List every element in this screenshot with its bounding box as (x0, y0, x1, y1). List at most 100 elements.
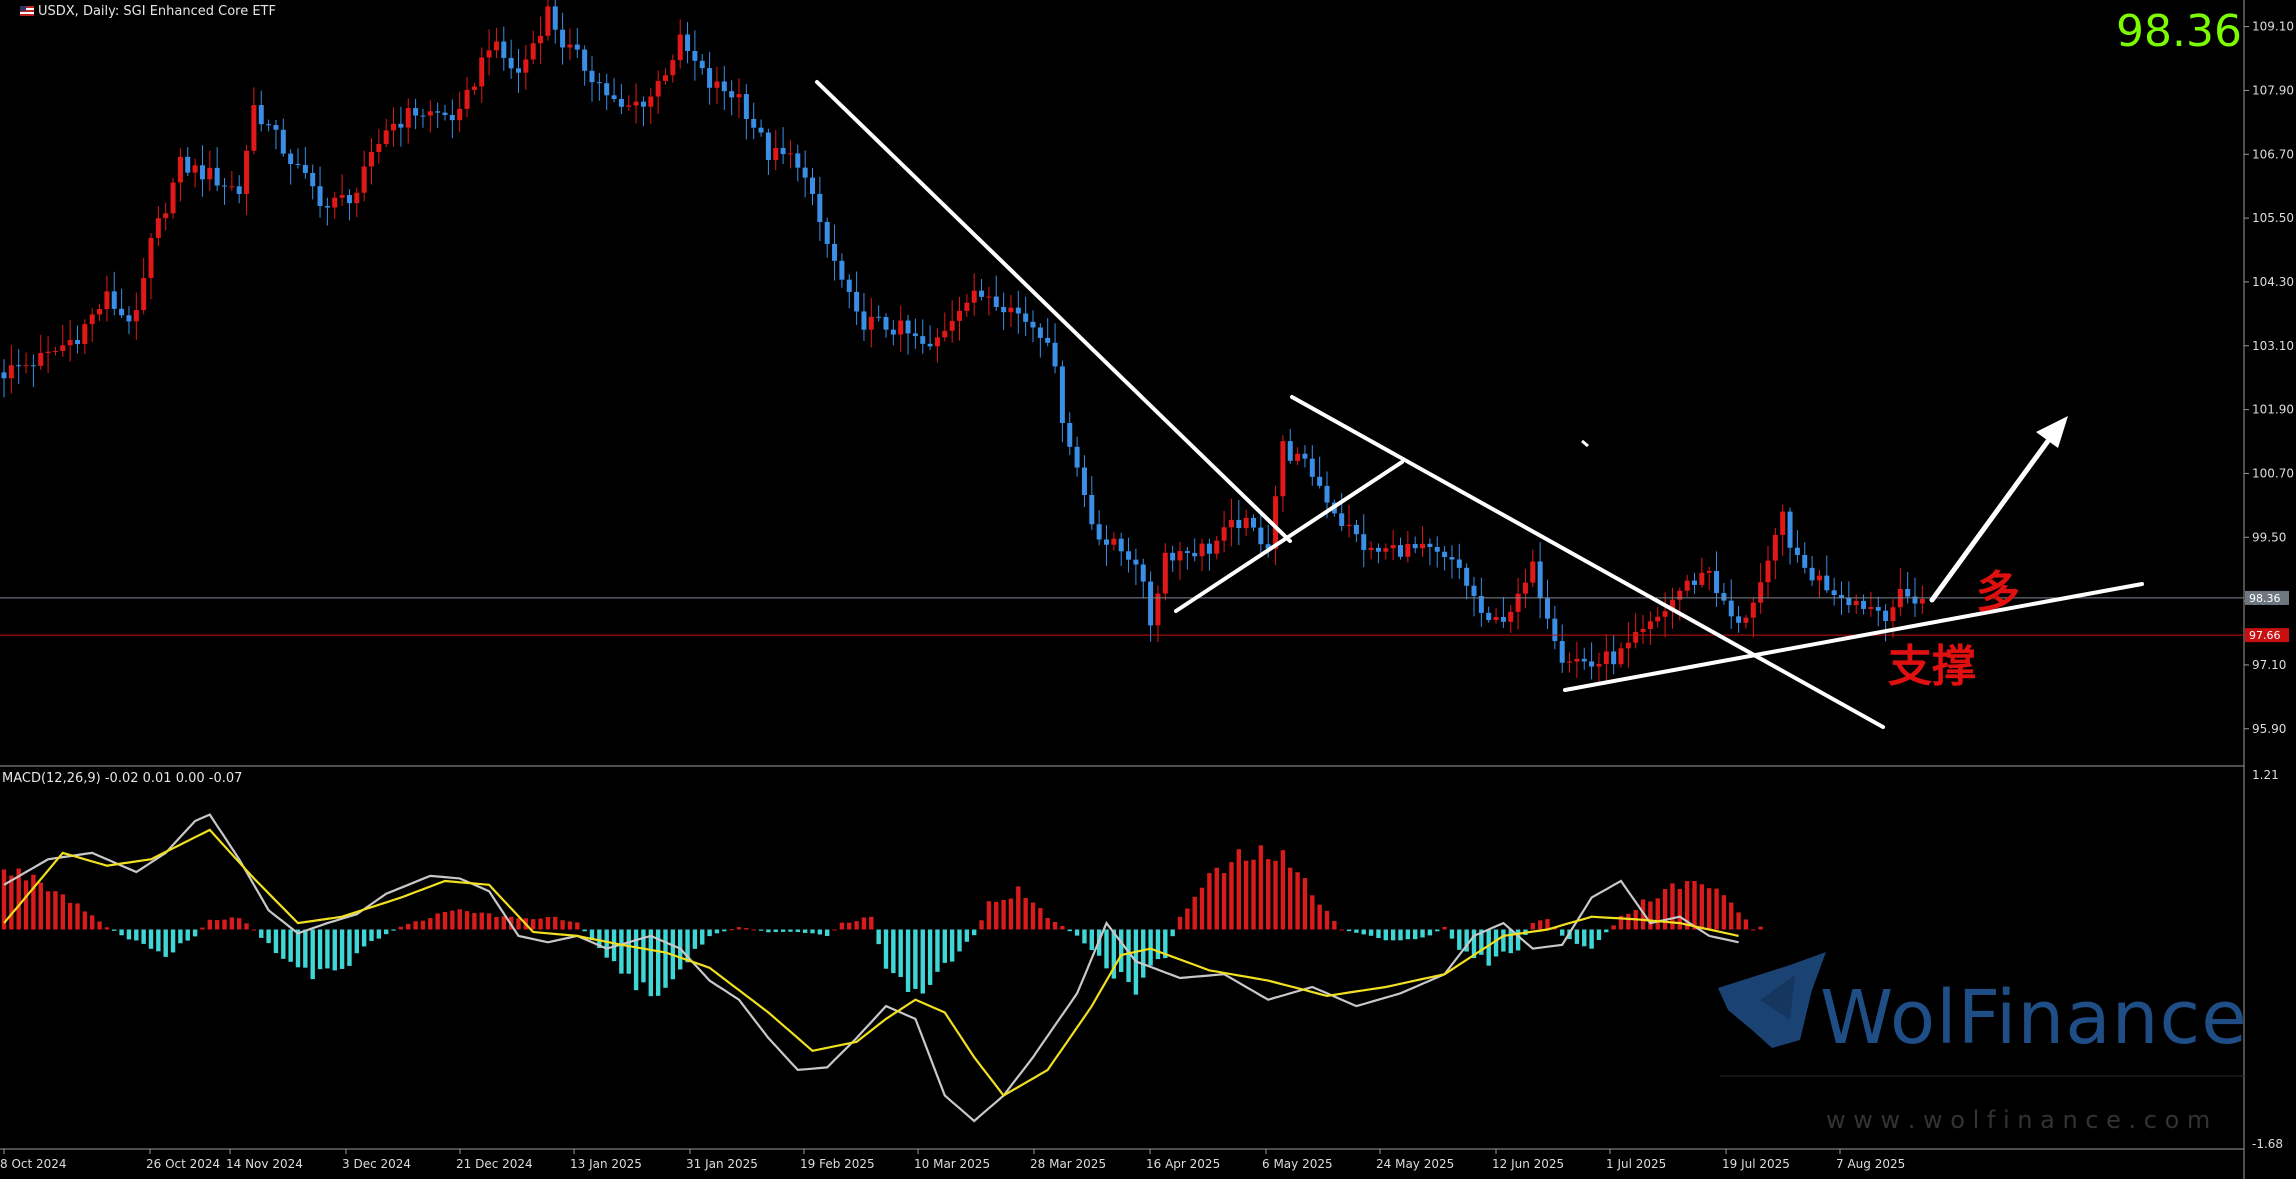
macd-histogram-bar (1060, 926, 1065, 930)
candle-body (420, 115, 426, 117)
candle-body (251, 105, 257, 151)
candle-body (1442, 551, 1448, 558)
macd-histogram-bar (1648, 901, 1653, 930)
macd-histogram-bar (339, 929, 345, 969)
candle-body (244, 150, 250, 194)
candle-body (1714, 570, 1720, 594)
candle-body (1059, 366, 1065, 424)
candle-body (1177, 551, 1183, 561)
candle-body (163, 213, 169, 219)
candle-body (1405, 544, 1411, 557)
macd-histogram-bar (744, 928, 749, 930)
candle-body (1692, 580, 1697, 585)
candle-body (1853, 600, 1859, 606)
candle-body (376, 143, 382, 152)
candle-body (949, 320, 955, 331)
macd-histogram-bar (655, 929, 661, 996)
candle-body (1456, 559, 1462, 568)
candle-body (979, 290, 985, 297)
trendline (1290, 395, 1885, 729)
macd-histogram-bar (1508, 929, 1513, 954)
macd-histogram-bar (611, 929, 617, 962)
candle-body (8, 365, 14, 379)
candle-body (751, 118, 757, 128)
macd-histogram-bar (1721, 895, 1727, 930)
candle-body (471, 86, 477, 90)
time-tick-label: 10 Mar 2025 (914, 1157, 990, 1171)
macd-histogram-bar (1376, 929, 1381, 939)
candle-body (361, 166, 367, 193)
macd-histogram-bar (1449, 929, 1455, 939)
macd-histogram-bar (1611, 925, 1616, 930)
candle-body (545, 6, 551, 36)
support-label: 支撑 (1888, 641, 1976, 692)
macd-histogram-bar (1273, 860, 1278, 930)
candle-body (516, 68, 521, 73)
candle-body (1706, 570, 1712, 573)
macd-histogram-bar (795, 929, 800, 932)
candle-body (1669, 599, 1675, 612)
candle-body (295, 164, 301, 166)
candle-body (1545, 598, 1550, 619)
candle-body (1640, 628, 1646, 632)
macd-histogram-bar (464, 911, 470, 930)
candle-body (1008, 307, 1014, 313)
candle-body (317, 186, 323, 206)
wolf-icon-detail (1760, 975, 1795, 1020)
candle-body (1206, 543, 1212, 554)
candle-body (640, 101, 646, 107)
macd-histogram-bar (1074, 929, 1080, 936)
macd-line (3, 813, 1739, 1123)
macd-histogram-bar (832, 929, 837, 931)
candle-body (1265, 544, 1271, 549)
macd-histogram-bar (648, 929, 653, 997)
macd-histogram-bar (1001, 900, 1006, 930)
candle-body (648, 96, 654, 107)
candle-body (177, 156, 183, 183)
time-tick-label: 26 Oct 2024 (146, 1157, 220, 1171)
macd-histogram-bar (266, 929, 271, 944)
candle-body (1537, 561, 1543, 599)
macd-histogram-bar (1501, 929, 1506, 952)
macd-histogram-bar (1677, 889, 1682, 930)
macd-histogram-bar (303, 929, 308, 968)
candle-body (1596, 663, 1602, 667)
macd-histogram-bar (810, 929, 815, 934)
candle-body (1750, 602, 1756, 618)
price-tick-label: 100.70 (2252, 466, 2294, 480)
candle-body (736, 94, 742, 98)
macd-histogram-bar (428, 918, 433, 930)
macd-histogram-bar (229, 917, 235, 930)
macd-histogram-bar (1626, 913, 1631, 930)
macd-histogram-bar (979, 920, 984, 930)
macd-histogram-bar (986, 901, 992, 930)
macd-histogram-bar (722, 929, 727, 932)
macd-histogram-bar (766, 929, 771, 933)
candle-body (413, 108, 419, 116)
candle-body (1824, 575, 1830, 591)
candle-body (1420, 543, 1426, 549)
candle-body (1794, 547, 1800, 555)
candle-body (1765, 560, 1771, 583)
macd-histogram-bar (1435, 929, 1440, 932)
macd-histogram-bar (1670, 883, 1675, 930)
candle-body (1375, 547, 1381, 552)
macd-histogram-bar (869, 916, 874, 930)
candle-body (148, 237, 154, 279)
candle-body (1449, 557, 1455, 560)
macd-histogram-bar (82, 911, 88, 930)
macd-histogram-bar (1596, 929, 1602, 940)
candle-body (1228, 519, 1234, 528)
macd-histogram-bar (1405, 929, 1411, 940)
candle-body (383, 130, 389, 144)
candle-body (1037, 327, 1043, 338)
candle-body (1280, 441, 1286, 497)
macd-histogram-bar (700, 929, 705, 945)
macd-histogram-bar (994, 901, 999, 930)
macd-histogram-bar (972, 929, 977, 936)
macd-histogram-bar (1317, 904, 1322, 930)
macd-histogram-bar (354, 929, 359, 954)
macd-histogram-bar (927, 929, 933, 985)
macd-histogram-bar (1126, 929, 1131, 983)
candle-body (1662, 611, 1668, 617)
